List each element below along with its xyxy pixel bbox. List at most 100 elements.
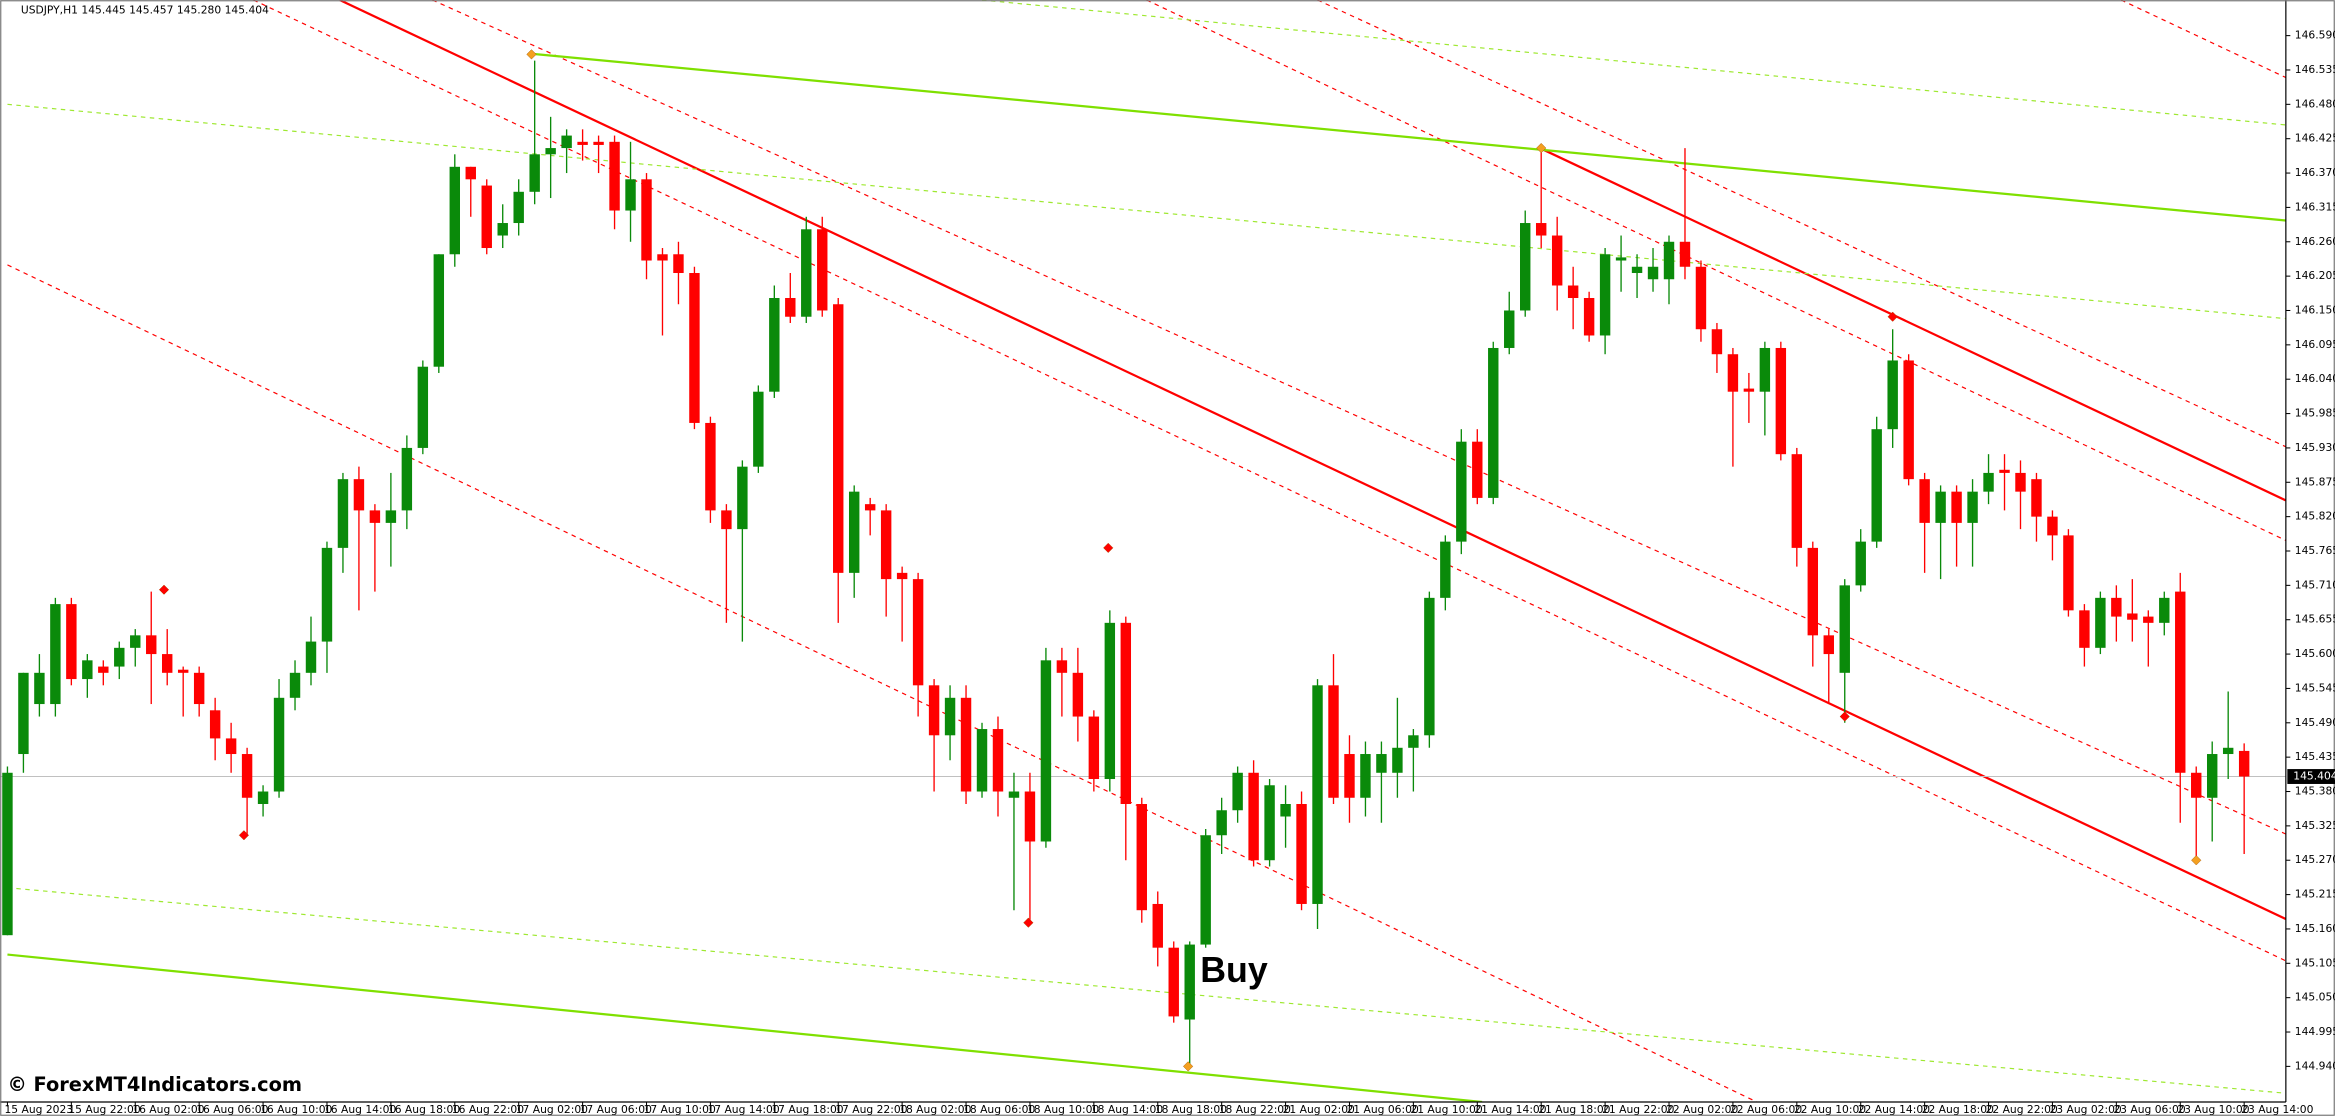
candle-body	[177, 669, 189, 673]
candle-body	[1056, 660, 1068, 673]
signal-marker	[526, 49, 537, 60]
candle-body	[1104, 622, 1116, 780]
y-tick-label: 145.050	[2295, 991, 2335, 1004]
x-tick-label: 17 Aug 18:00	[771, 1103, 843, 1116]
candle-body	[465, 166, 476, 180]
y-tick-label: 146.425	[2295, 132, 2335, 145]
candle-body	[1999, 469, 2010, 473]
candle-body	[545, 148, 556, 155]
candle-body	[1711, 329, 1723, 355]
candle-body	[944, 697, 956, 736]
y-tick-label: 145.985	[2295, 407, 2335, 420]
candle-body	[1392, 747, 1403, 773]
candle-body	[1520, 223, 1531, 311]
candle-body	[689, 273, 700, 423]
candle-body	[2143, 616, 2154, 623]
candle-body	[673, 254, 684, 274]
candle-body	[369, 510, 381, 523]
candle-body	[34, 672, 45, 705]
candle-body	[1232, 772, 1243, 811]
candle-body	[625, 179, 636, 211]
x-tick-label: 23 Aug 06:00	[2113, 1103, 2185, 1116]
candle-body	[1312, 685, 1323, 904]
channel-line	[1540, 147, 2286, 502]
candle-body	[385, 510, 397, 523]
y-tick-label: 146.040	[2295, 372, 2335, 385]
candle-body	[2, 772, 13, 936]
x-tick-label: 21 Aug 14:00	[1474, 1103, 1546, 1116]
channel-line-dashed	[7, 887, 2286, 1094]
x-tick-label: 18 Aug 18:00	[1155, 1103, 1227, 1116]
x-tick-label: 16 Aug 10:00	[260, 1103, 332, 1116]
candle-body	[337, 479, 349, 548]
x-tick-label: 18 Aug 02:00	[899, 1103, 971, 1116]
channel-line-dashed	[1317, 0, 2286, 448]
y-tick-label: 145.930	[2295, 441, 2335, 454]
y-tick-label: 146.260	[2295, 235, 2335, 248]
candle-body	[705, 422, 716, 511]
x-tick-label: 18 Aug 22:00	[1219, 1103, 1291, 1116]
candle-body	[1168, 947, 1179, 1017]
candle-body	[593, 141, 604, 145]
candle-body	[817, 229, 828, 311]
candle-body	[2015, 472, 2026, 492]
candle-body	[657, 254, 668, 261]
candle-body	[1679, 241, 1691, 267]
candle-body	[497, 223, 508, 236]
candle-body	[1727, 354, 1739, 392]
x-tick-label: 16 Aug 06:00	[196, 1103, 268, 1116]
x-tick-label: 15 Aug 2023	[4, 1103, 73, 1116]
candle-body	[1344, 754, 1355, 798]
channel-line-dashed	[981, 0, 2286, 126]
candle-body	[1903, 360, 1914, 480]
y-tick-label: 145.325	[2295, 819, 2335, 832]
candle-body	[1488, 347, 1499, 498]
candle-body	[193, 672, 205, 705]
y-tick-label: 145.270	[2295, 853, 2335, 866]
candle-body	[1663, 241, 1675, 280]
candle-body	[1567, 285, 1579, 298]
candle-body	[896, 572, 908, 580]
candle-body	[1072, 672, 1084, 717]
x-tick-label: 16 Aug 14:00	[324, 1103, 396, 1116]
candle-body	[273, 697, 285, 792]
candle-body	[529, 154, 540, 192]
candle-body	[1504, 310, 1515, 348]
candle-body	[785, 297, 796, 317]
candle-body	[1791, 454, 1803, 548]
candle-body	[1887, 360, 1898, 430]
candle-body	[1631, 266, 1643, 274]
candle-body	[1088, 716, 1100, 780]
x-tick-label: 22 Aug 14:00	[1858, 1103, 1930, 1116]
y-tick-label: 145.875	[2295, 475, 2335, 488]
candle-body	[481, 185, 492, 249]
y-tick-label: 145.600	[2295, 647, 2335, 660]
candle-body	[2111, 597, 2122, 617]
candle-body	[353, 479, 365, 511]
y-tick-label: 146.370	[2295, 166, 2335, 179]
y-tick-label: 145.820	[2295, 510, 2335, 523]
x-tick-label: 18 Aug 14:00	[1091, 1103, 1163, 1116]
candle-body	[1248, 772, 1259, 861]
x-tick-label: 22 Aug 18:00	[1922, 1103, 1994, 1116]
candle-body	[1024, 791, 1036, 842]
y-tick-label: 146.205	[2295, 269, 2335, 282]
candle-body	[1008, 791, 1020, 798]
signal-marker	[1887, 311, 1898, 322]
candle-body	[1823, 635, 1834, 655]
candle-body	[305, 641, 317, 673]
channel-line-dashed	[2120, 0, 2286, 79]
candle-body	[1535, 223, 1547, 236]
candle-body	[1871, 429, 1882, 542]
x-tick-label: 17 Aug 10:00	[644, 1103, 716, 1116]
candle-body	[1328, 685, 1339, 798]
signal-marker	[2191, 855, 2202, 866]
x-tick-label: 22 Aug 22:00	[1986, 1103, 2058, 1116]
candle-body	[1919, 479, 1930, 523]
candle-body	[833, 304, 844, 573]
candle-body	[641, 179, 652, 261]
candle-body	[225, 738, 237, 755]
last-price-label: 145.404	[2293, 770, 2335, 783]
